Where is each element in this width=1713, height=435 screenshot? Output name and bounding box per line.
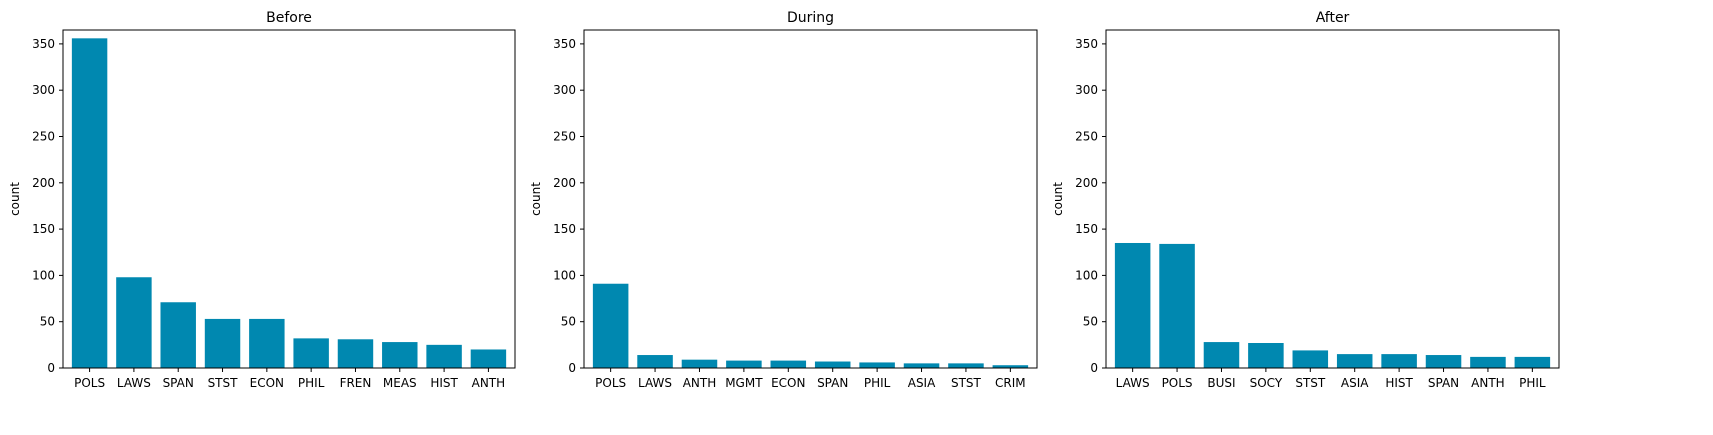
bar-span	[814, 361, 851, 368]
bar-busi	[1203, 342, 1240, 368]
x-tick-label: PHIL	[298, 376, 325, 390]
bar-crim	[992, 365, 1029, 368]
x-tick-label: SPAN	[1428, 376, 1459, 390]
bar-meas	[382, 342, 418, 368]
chart-panel-before: POLS LAWS SPAN STST ECON PHIL FREN MEAS HIST ANTH…	[8, 10, 516, 390]
y-tick-label: 250	[1075, 129, 1098, 143]
x-tick-label: HIST	[430, 376, 458, 390]
x-tick-label: PHIL	[864, 376, 891, 390]
x-tick-label: LAWS	[117, 376, 151, 390]
bar-stst	[1292, 350, 1329, 368]
x-tick-label: SPAN	[817, 376, 848, 390]
bar-asia	[903, 363, 940, 368]
x-tick-label: ECON	[250, 376, 284, 390]
plot-frame	[62, 29, 516, 369]
bar-phil	[1514, 356, 1551, 368]
bar-anth	[681, 359, 718, 368]
chart-panel-during: POLS LAWS ANTH MGMT ECON SPAN PHIL ASIA STST CRIM…	[529, 10, 1038, 390]
bar-phil	[293, 338, 329, 368]
x-tick-label: STST	[208, 376, 239, 390]
y-tick-label: 100	[32, 268, 55, 282]
x-tick-label: SOCY	[1250, 376, 1283, 390]
bar-fren	[337, 339, 374, 368]
x-tick-label: BUSI	[1207, 376, 1235, 390]
bar-laws	[116, 277, 152, 368]
bar-hist	[1381, 354, 1417, 368]
bar-pols	[1159, 243, 1195, 368]
y-tick-label: 350	[553, 37, 576, 51]
chart-title: During	[787, 10, 834, 26]
y-tick-label: 0	[1090, 361, 1098, 375]
bar-econ	[249, 318, 285, 368]
x-tick-label: HIST	[1385, 376, 1413, 390]
x-tick-label: STST	[1295, 376, 1326, 390]
y-tick-label: 100	[1075, 268, 1098, 282]
plot-frame	[1105, 29, 1560, 369]
y-tick-label: 250	[553, 129, 576, 143]
x-tick-label: MGMT	[725, 376, 763, 390]
x-tick-label: LAWS	[638, 376, 672, 390]
bar-laws	[1114, 242, 1151, 368]
x-tick-label: PHIL	[1519, 376, 1546, 390]
y-tick-label: 100	[553, 268, 576, 282]
bar-stst	[204, 318, 241, 368]
y-tick-label: 250	[32, 129, 55, 143]
y-tick-label: 300	[553, 83, 576, 97]
y-axis-label: count	[529, 182, 543, 216]
x-tick-label: POLS	[1162, 376, 1193, 390]
y-tick-label: 150	[553, 222, 576, 236]
y-axis-label: count	[8, 182, 22, 216]
chart-title: Before	[266, 10, 312, 26]
x-tick-label: LAWS	[1116, 376, 1150, 390]
bar-econ	[770, 360, 807, 368]
y-axis-label: count	[1051, 182, 1065, 216]
x-tick-label: ASIA	[908, 376, 936, 390]
chart-title: After	[1316, 10, 1350, 26]
bar-span	[160, 302, 196, 368]
x-tick-label: ANTH	[1471, 376, 1505, 390]
y-tick-label: 50	[1083, 315, 1098, 329]
x-tick-label: ECON	[771, 376, 805, 390]
y-tick-label: 300	[1075, 83, 1098, 97]
y-tick-label: 150	[32, 222, 55, 236]
bar-span	[1425, 355, 1462, 368]
bar-socy	[1248, 343, 1284, 368]
x-tick-label: MEAS	[383, 376, 417, 390]
x-tick-label: ASIA	[1341, 376, 1369, 390]
x-tick-label: SPAN	[163, 376, 194, 390]
x-tick-label: ANTH	[683, 376, 717, 390]
y-tick-label: 350	[32, 37, 55, 51]
bar-anth	[470, 349, 507, 368]
x-tick-label: POLS	[74, 376, 105, 390]
bar-stst	[948, 363, 984, 368]
x-tick-label: FREN	[340, 376, 372, 390]
bar-pols	[71, 38, 108, 368]
plot-frame	[583, 29, 1038, 369]
x-tick-label: POLS	[595, 376, 626, 390]
y-tick-label: 200	[32, 176, 55, 190]
y-tick-label: 200	[1075, 176, 1098, 190]
y-tick-label: 0	[568, 361, 576, 375]
bar-phil	[859, 362, 895, 368]
y-tick-label: 300	[32, 83, 55, 97]
bar-asia	[1336, 354, 1373, 368]
x-tick-label: CRIM	[995, 376, 1026, 390]
bar-anth	[1470, 356, 1506, 368]
bar-laws	[637, 355, 673, 368]
y-tick-label: 350	[1075, 37, 1098, 51]
chart-panel-after: LAWS POLS BUSI SOCY STST ASIA HIST SPAN ANTH PHIL…	[1051, 10, 1560, 390]
y-tick-label: 200	[553, 176, 576, 190]
bar-mgmt	[726, 360, 762, 368]
y-tick-label: 150	[1075, 222, 1098, 236]
bar-hist	[426, 344, 462, 368]
y-tick-label: 50	[561, 315, 576, 329]
bar-pols	[592, 283, 629, 368]
y-tick-label: 50	[40, 315, 55, 329]
y-tick-label: 0	[47, 361, 55, 375]
x-tick-label: ANTH	[472, 376, 506, 390]
x-tick-label: STST	[951, 376, 982, 390]
